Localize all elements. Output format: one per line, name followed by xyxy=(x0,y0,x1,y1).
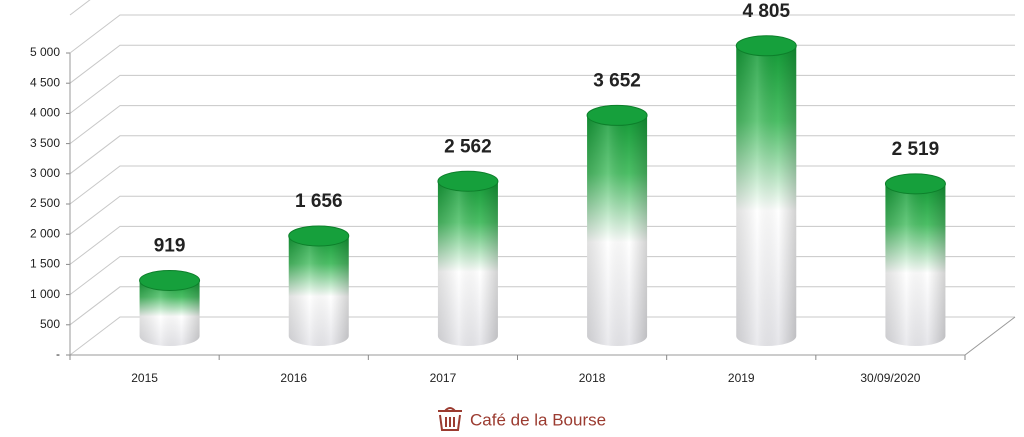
y-tick-label: 3 500 xyxy=(30,136,60,150)
y-tick-label: 2 500 xyxy=(30,196,60,210)
y-tick-label: 1 000 xyxy=(30,287,60,301)
y-tick-label: 5 000 xyxy=(30,45,60,59)
bar-shade xyxy=(587,115,648,347)
y-tick-label: 4 500 xyxy=(30,75,60,89)
grid-line xyxy=(69,135,1015,175)
y-tick-label: - xyxy=(56,347,60,361)
bar-shade xyxy=(139,280,200,347)
grid-line xyxy=(69,74,1015,114)
y-tick-label: 3 000 xyxy=(30,166,60,180)
value-label: 3 652 xyxy=(593,70,641,91)
y-tick-label: 2 000 xyxy=(30,226,60,240)
cylinder xyxy=(735,35,797,347)
cylinder xyxy=(884,173,946,347)
value-label: 1 656 xyxy=(295,191,343,212)
y-tick-label: 500 xyxy=(40,317,60,331)
grid-line xyxy=(69,286,1015,326)
bar-shade xyxy=(288,235,349,347)
x-tick-label: 2018 xyxy=(579,371,606,385)
floor-edge xyxy=(70,316,1016,356)
value-label: 2 519 xyxy=(892,139,940,160)
x-tick-label: 2016 xyxy=(280,371,307,385)
cylinder xyxy=(139,269,201,347)
value-label: 919 xyxy=(154,236,186,257)
grid-line xyxy=(69,105,1015,144)
value-label: 2 562 xyxy=(444,136,492,157)
cylinder xyxy=(586,104,648,347)
bar-shade xyxy=(736,45,797,347)
bar-top xyxy=(884,173,946,195)
bar-top xyxy=(139,269,201,291)
source: Café de la Bourse xyxy=(470,410,606,429)
plot: - 500 1 000 1 500 2 000 2 500 3 000 3 500 4 000 4… xyxy=(30,0,1016,385)
logo-icon xyxy=(438,407,462,431)
x-tick-label: 2015 xyxy=(131,371,158,385)
wall-edge xyxy=(69,0,91,16)
value-label: 4 805 xyxy=(742,1,790,22)
bar-shade xyxy=(885,183,946,347)
grid-line xyxy=(69,195,1015,235)
footer: Café de la Bourse xyxy=(438,407,606,431)
grid-line xyxy=(69,316,1015,356)
x-tick-label: 2017 xyxy=(430,371,457,385)
cylinder xyxy=(437,170,499,347)
bar-shade xyxy=(437,181,498,347)
grid-line xyxy=(69,225,1015,265)
y-tick-label: 1 500 xyxy=(30,257,60,271)
grid-line xyxy=(69,14,1015,54)
grid-line xyxy=(69,44,1015,84)
cylinder xyxy=(288,225,350,347)
grid-line xyxy=(69,165,1015,205)
bar-top xyxy=(288,225,350,247)
x-tick-label: 30/09/2020 xyxy=(860,371,920,385)
x-tick-label: 2019 xyxy=(728,371,755,385)
bar-top xyxy=(437,170,499,192)
grid-line xyxy=(69,256,1015,295)
bar-top xyxy=(735,35,797,57)
bar-top xyxy=(586,104,648,126)
y-tick-label: 4 000 xyxy=(30,106,60,120)
